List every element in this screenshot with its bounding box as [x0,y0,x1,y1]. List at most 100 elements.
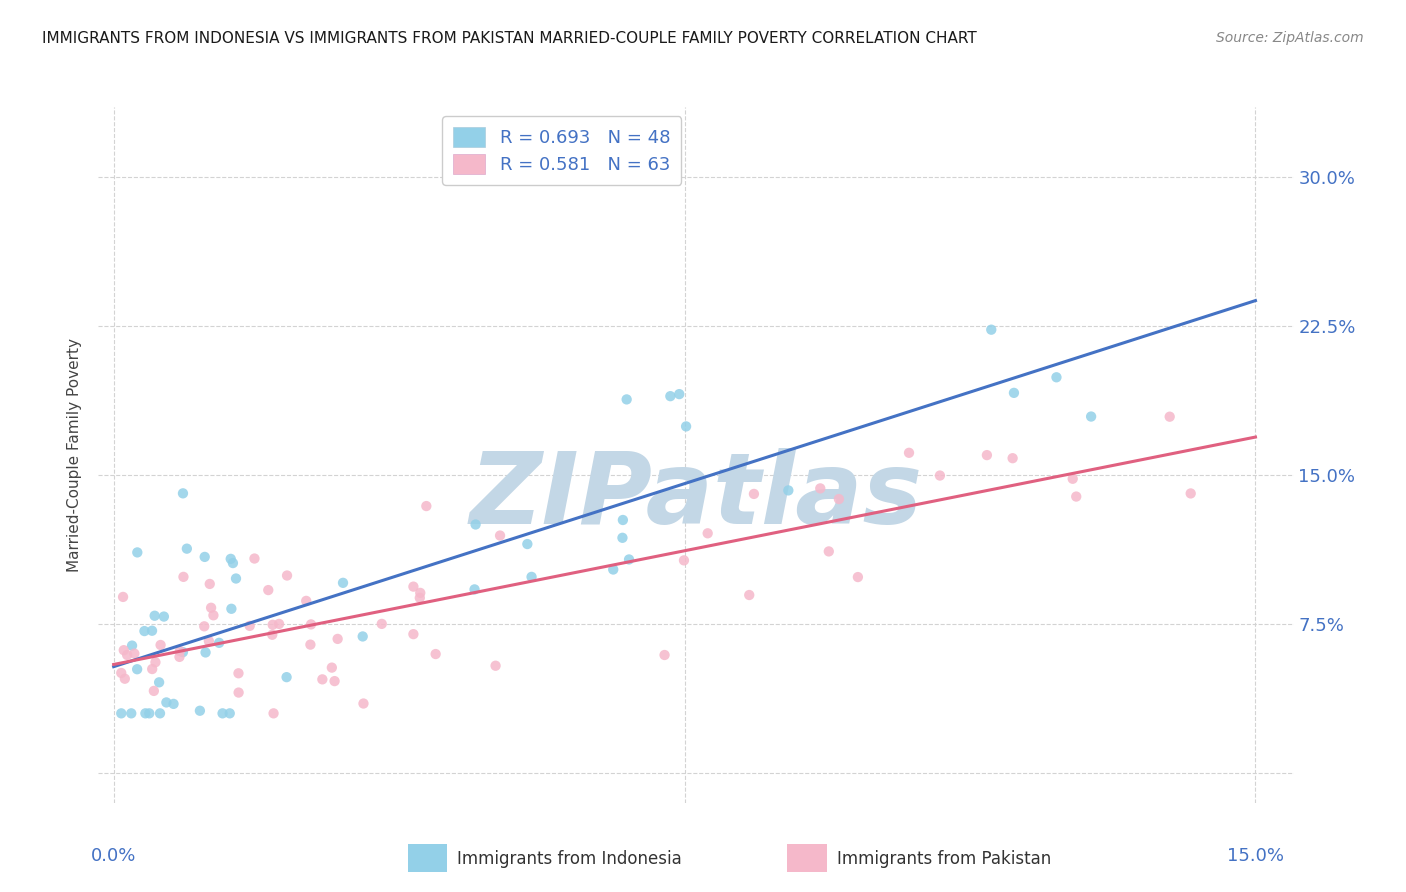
Point [612,531,634,545]
Point [402,627,425,641]
Point [208,636,231,650]
Point [263,706,285,721]
Point [311,673,333,687]
Point [114,672,136,686]
Point [172,486,194,500]
Point [1159,409,1181,424]
Point [228,666,250,681]
Point [1080,409,1102,424]
Point [112,590,135,604]
Text: Source: ZipAtlas.com: Source: ZipAtlas.com [1216,31,1364,45]
Point [516,537,538,551]
Point [134,706,156,721]
Point [143,608,166,623]
Point [742,487,765,501]
Point [194,645,217,659]
Point [371,616,394,631]
Point [120,706,142,721]
Point [668,387,690,401]
Point [299,617,322,632]
Point [149,706,172,721]
Point [295,594,318,608]
Point [808,482,831,496]
Point [169,644,191,658]
Text: 15.0%: 15.0% [1227,847,1284,864]
Point [211,706,233,721]
Point [172,570,194,584]
Point [846,570,869,584]
Point [276,568,298,582]
Text: Immigrants from Indonesia: Immigrants from Indonesia [457,850,682,868]
Point [219,552,242,566]
Point [155,695,177,709]
Point [675,419,697,434]
Point [409,591,432,605]
Point [200,600,222,615]
Point [659,389,682,403]
Point [778,483,800,498]
Point [194,549,217,564]
Text: IMMIGRANTS FROM INDONESIA VS IMMIGRANTS FROM PAKISTAN MARRIED-COUPLE FAMILY POVE: IMMIGRANTS FROM INDONESIA VS IMMIGRANTS … [42,31,977,46]
Point [616,392,638,407]
Point [672,553,695,567]
Point [202,608,225,623]
Point [1045,370,1067,384]
Point [828,491,851,506]
Point [127,545,149,559]
Point [262,628,284,642]
Point [738,588,761,602]
Point [124,647,146,661]
Point [112,643,135,657]
Point [353,697,375,711]
Point [1062,472,1084,486]
Point [299,638,322,652]
Point [142,684,165,698]
Point [817,544,839,558]
Point [198,634,221,648]
Point [898,446,921,460]
Point [228,685,250,699]
Point [1180,486,1202,500]
Point [141,624,163,638]
Point [602,562,624,576]
Point [1002,385,1025,400]
Point [321,660,343,674]
Point [169,649,191,664]
Point [225,572,247,586]
Point [267,616,290,631]
Point [489,528,512,542]
Text: ZIPatlas: ZIPatlas [470,448,922,545]
Point [980,323,1002,337]
Point [127,662,149,676]
Point [696,526,718,541]
Point [654,648,676,662]
Point [257,583,280,598]
Legend: R = 0.693   N = 48, R = 0.581   N = 63: R = 0.693 N = 48, R = 0.581 N = 63 [441,116,681,185]
Point [1064,490,1087,504]
Point [262,617,284,632]
Point [110,706,132,721]
Point [153,609,176,624]
Point [134,624,156,638]
Point [402,580,425,594]
Point [415,499,437,513]
Point [162,697,184,711]
Point [976,448,998,462]
Point [1001,451,1024,466]
Point [115,648,138,662]
Point [172,645,194,659]
Point [188,704,211,718]
Point [929,468,952,483]
Point [612,513,634,527]
Point [193,619,215,633]
Point [520,570,543,584]
Point [326,632,349,646]
Point [222,556,245,570]
Point [484,658,506,673]
Point [148,675,170,690]
Point [218,706,240,721]
Point [243,551,266,566]
Point [110,665,132,680]
Point [239,619,262,633]
Text: 0.0%: 0.0% [91,847,136,864]
